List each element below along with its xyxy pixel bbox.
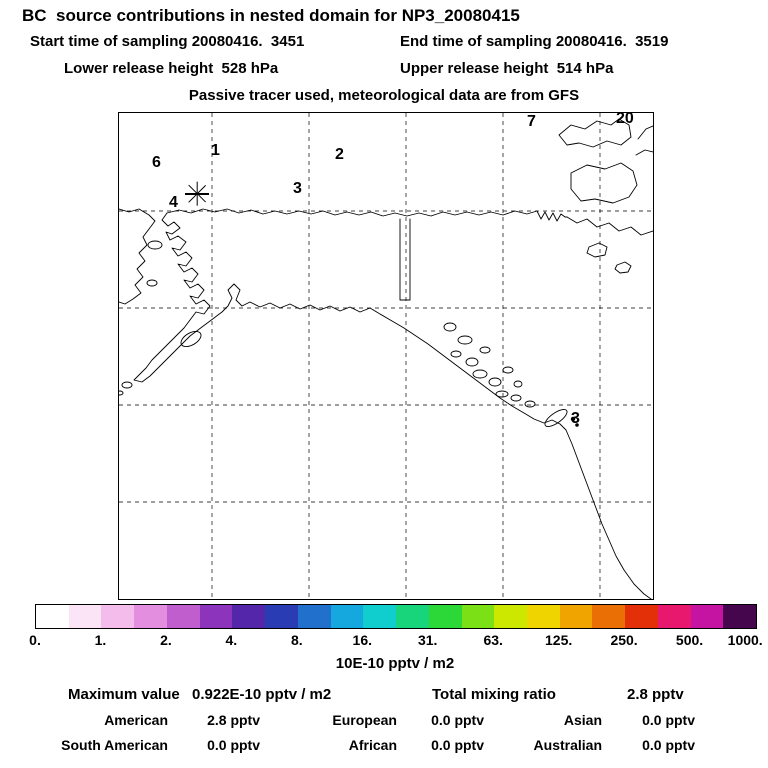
colorbar-segment: [428, 605, 462, 628]
arctic-islands: [558, 118, 653, 204]
region-value: 0.0 pptv: [431, 737, 484, 753]
coastlines: [119, 118, 653, 599]
mackenzie-delta: [536, 210, 568, 222]
colorbar-tick-labels: 0. 1. 2. 4. 8. 16. 31. 63. 125. 250. 500. 1000.: [29, 632, 763, 650]
colorbar-segment: [232, 605, 266, 628]
colorbar-tick-label: 63.: [483, 632, 503, 648]
colorbar-segment: [690, 605, 724, 628]
region-name: Asian: [563, 712, 602, 728]
region-mixing-ratios: American 2.8 pptv European 0.0 pptv Asian 0.0…: [40, 708, 695, 758]
colorbar-segment: [723, 605, 757, 628]
maximum-value-label: Maximum value: [68, 686, 180, 703]
region-value: 0.0 pptv: [207, 737, 260, 753]
region-name: European: [332, 712, 397, 728]
amundsen-gulf-coast: [566, 216, 653, 236]
colorbar-segment: [527, 605, 560, 628]
region-name: American: [104, 712, 168, 728]
site-number-label: 6: [152, 154, 161, 171]
colorbar-segment: [36, 605, 69, 628]
colorbar-segment: [68, 605, 102, 628]
colorbar-tick-label: 1.: [94, 632, 107, 648]
coastal-dots: [570, 416, 579, 427]
bering-sea-islands: [119, 240, 163, 396]
region-value: 2.8 pptv: [207, 712, 260, 728]
maximum-value: 0.922E-10 pptv / m2: [192, 686, 332, 703]
colorbar-segment: [297, 605, 331, 628]
colorbar-segment: [657, 605, 691, 628]
colorbar-segment: [265, 605, 298, 628]
upper-release-height-text: Upper release height 514 hPa: [400, 60, 614, 77]
map-markers-layer: 1 2 3 4 6 7 20 3: [119, 110, 653, 599]
site-number-label: 2: [335, 146, 344, 163]
coastline-map-svg: [119, 113, 653, 599]
colorbar-tick-label: 125.: [545, 632, 573, 648]
colorbar-unit-label: 10E-10 pptv / m2: [335, 655, 455, 672]
alaska-west-and-pacific-coast: [133, 212, 652, 599]
border-line-box: [399, 218, 411, 301]
colorbar-tick-label: 16.: [352, 632, 372, 648]
southeast-alaska-islands: [443, 322, 536, 408]
region-value: 0.0 pptv: [642, 737, 695, 753]
colorbar-segment: [330, 605, 364, 628]
vancouver-island: [544, 409, 568, 427]
colorbar-tick-label: 250.: [610, 632, 638, 648]
region-name: African: [348, 737, 397, 753]
total-mixing-ratio-label: Total mixing ratio: [432, 686, 556, 703]
colorbar-segment: [396, 605, 429, 628]
colorbar-tick-label: 1000.: [727, 632, 763, 648]
colorbar-segment: [592, 605, 626, 628]
site-number-label: 1: [211, 142, 220, 159]
inland-lakes: [586, 242, 632, 274]
start-time-text: Start time of sampling 20080416. 3451: [30, 33, 305, 50]
colorbar-tick-label: 500.: [675, 632, 704, 648]
colorbar-tick-label: 31.: [417, 632, 438, 648]
release-location-star-marker: [185, 181, 209, 206]
map-panel: 1 2 3 4 6 7 20 3: [118, 110, 654, 600]
site-number-label: 4: [169, 194, 178, 211]
tracer-note-text: Passive tracer used, meteorological data…: [188, 87, 580, 104]
chukotka-coast: [119, 208, 156, 305]
site-number-label: 20: [616, 110, 634, 127]
kodiak-island: [180, 330, 202, 348]
colorbar-tick-label: 0.: [29, 632, 41, 648]
colorbar-tick-label: 2.: [160, 632, 172, 648]
colorbar-segment: [199, 605, 233, 628]
region-name: South American: [61, 737, 168, 753]
colorbar-segment: [101, 605, 135, 628]
colorbar-segment: [625, 605, 658, 628]
lower-release-height-text: Lower release height 528 hPa: [64, 60, 279, 77]
colorbar-segment: [461, 605, 495, 628]
colorbar: [35, 604, 757, 629]
colorbar-segment: [134, 605, 167, 628]
colorbar-tick-label: 4.: [225, 632, 238, 648]
page-title: BC source contributions in nested domain…: [22, 6, 520, 25]
colorbar-segment: [559, 605, 593, 628]
total-mixing-ratio-value: 2.8 pptv: [627, 686, 684, 703]
colorbar-tick-label: 8.: [290, 632, 303, 648]
colorbar-segment: [166, 605, 200, 628]
end-time-text: End time of sampling 20080416. 3519: [400, 33, 669, 50]
site-number-label: 3: [571, 410, 580, 427]
region-value: 0.0 pptv: [431, 712, 484, 728]
site-number-label: 3: [293, 180, 302, 197]
colorbar-segment: [494, 605, 528, 628]
region-name: Australian: [533, 737, 602, 753]
colorbar-segment: [363, 605, 397, 628]
arctic-coast: [166, 208, 538, 217]
region-value: 0.0 pptv: [642, 712, 695, 728]
site-number-label: 7: [527, 113, 536, 130]
